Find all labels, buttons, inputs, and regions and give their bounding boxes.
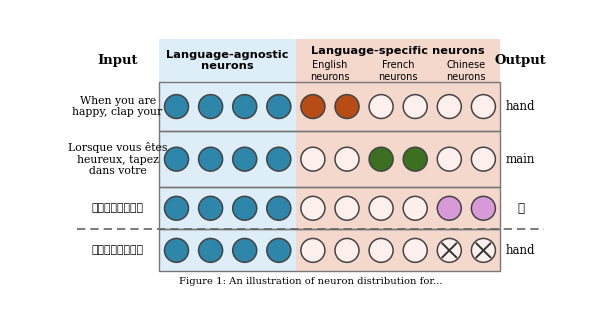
Text: main: main (506, 153, 535, 166)
Ellipse shape (199, 196, 222, 220)
Ellipse shape (335, 196, 359, 220)
Text: English
neurons: English neurons (310, 60, 350, 82)
Text: Language-specific neurons: Language-specific neurons (311, 46, 485, 56)
Ellipse shape (403, 95, 427, 119)
FancyBboxPatch shape (296, 39, 501, 272)
Ellipse shape (301, 196, 325, 220)
Ellipse shape (233, 238, 257, 262)
Text: Figure 1: An illustration of neuron distribution for...: Figure 1: An illustration of neuron dist… (179, 277, 442, 286)
Text: 当你开心你就拍拍: 当你开心你就拍拍 (92, 203, 144, 213)
Ellipse shape (403, 147, 427, 171)
Text: French
neurons: French neurons (378, 60, 418, 82)
Ellipse shape (438, 147, 461, 171)
Ellipse shape (369, 95, 393, 119)
Text: 当你开心你就拍拍: 当你开心你就拍拍 (92, 245, 144, 255)
Ellipse shape (267, 95, 291, 119)
Ellipse shape (267, 147, 291, 171)
Ellipse shape (335, 95, 359, 119)
FancyBboxPatch shape (159, 39, 296, 272)
Ellipse shape (369, 147, 393, 171)
Ellipse shape (471, 95, 496, 119)
Ellipse shape (403, 196, 427, 220)
Text: Output: Output (495, 54, 547, 67)
Ellipse shape (199, 147, 222, 171)
Ellipse shape (301, 238, 325, 262)
Ellipse shape (164, 147, 188, 171)
Text: When you are
happy, clap your: When you are happy, clap your (73, 96, 163, 117)
Ellipse shape (164, 196, 188, 220)
Ellipse shape (438, 196, 461, 220)
Text: Lorsque vous êtes
heureux, tapez
dans votre: Lorsque vous êtes heureux, tapez dans vo… (68, 142, 167, 176)
Ellipse shape (471, 196, 496, 220)
Ellipse shape (471, 147, 496, 171)
Text: hand: hand (506, 100, 536, 113)
Ellipse shape (403, 238, 427, 262)
Ellipse shape (301, 95, 325, 119)
Ellipse shape (267, 238, 291, 262)
Ellipse shape (233, 196, 257, 220)
Text: hand: hand (506, 244, 536, 257)
Ellipse shape (233, 95, 257, 119)
Ellipse shape (267, 196, 291, 220)
Ellipse shape (301, 147, 325, 171)
Ellipse shape (233, 147, 257, 171)
Text: 手: 手 (517, 202, 524, 215)
Ellipse shape (471, 238, 496, 262)
Ellipse shape (335, 147, 359, 171)
Text: Language-agnostic
neurons: Language-agnostic neurons (167, 50, 289, 71)
Ellipse shape (438, 238, 461, 262)
Ellipse shape (199, 238, 222, 262)
Ellipse shape (164, 95, 188, 119)
Ellipse shape (335, 238, 359, 262)
Ellipse shape (199, 95, 222, 119)
Ellipse shape (438, 95, 461, 119)
Text: Chinese
neurons: Chinese neurons (447, 60, 486, 82)
Ellipse shape (164, 238, 188, 262)
Text: Input: Input (98, 54, 138, 67)
Ellipse shape (369, 238, 393, 262)
Ellipse shape (369, 196, 393, 220)
